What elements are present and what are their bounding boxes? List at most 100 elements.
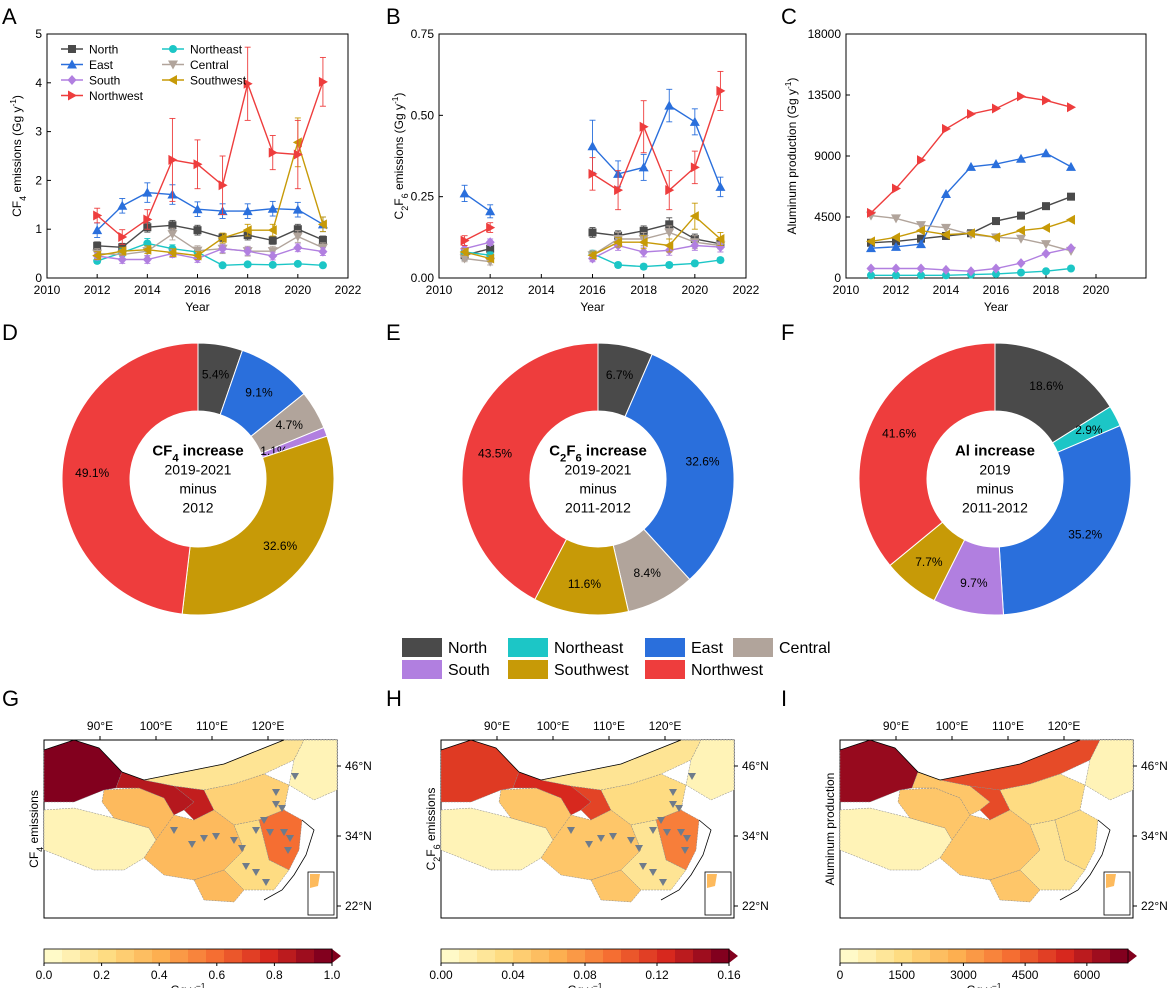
data-point [267, 203, 278, 213]
data-point [485, 253, 495, 264]
colorbar-extend-arrow [1128, 949, 1137, 963]
smelter-marker [278, 805, 286, 812]
slice-label: 2.9% [1075, 423, 1103, 437]
colorbar-tick-label: 0.8 [266, 968, 283, 982]
donut-center-line: minus [179, 481, 216, 497]
colorbar-segment [242, 949, 261, 963]
data-point [293, 242, 303, 253]
inset-land [707, 874, 717, 888]
panel-letter-e: E [386, 320, 401, 345]
data-point [1016, 153, 1026, 163]
data-point [866, 236, 875, 247]
smelter-marker [272, 789, 280, 796]
data-point [638, 162, 649, 172]
colorbar-segment [693, 949, 712, 963]
colorbar-segment [477, 949, 496, 963]
x-tick-label: 2014 [528, 283, 555, 297]
data-point [587, 141, 598, 151]
slice-label: 32.6% [263, 539, 297, 553]
map-g: 90°E 100°E 110°E 120°E 46°N 34°N 22°N CF4 emiss… [27, 719, 372, 988]
colorbar-label: Gg y−1 [967, 981, 1002, 988]
lat-tick-label: 46°N [345, 759, 372, 773]
lon-tick-label: 100°E [537, 719, 570, 733]
x-tick-label: 2010 [426, 283, 453, 297]
legend-label-northwest: Northwest [691, 662, 764, 679]
data-point [664, 100, 675, 110]
data-point [192, 250, 202, 261]
colorbar-segment [567, 949, 586, 963]
lat-tick-label: 22°N [1141, 899, 1168, 913]
legend-label-east: East [691, 640, 724, 657]
x-axis-label: Year [580, 300, 604, 314]
donut-chart-d: 5.4%9.1%4.7%1.1%32.6%49.1%CF4 increase20… [61, 342, 335, 616]
lat-tick-label: 34°N [742, 829, 769, 843]
colorbar-tick-label: 4500 [1012, 968, 1039, 982]
series-southwest [459, 202, 725, 264]
slice-east [998, 424, 1132, 616]
x-axis-label: Year [185, 300, 209, 314]
x-tick-label: 2014 [134, 283, 161, 297]
smelter-marker [659, 879, 667, 886]
colorbar-segment [513, 949, 532, 963]
data-point [941, 229, 950, 240]
colorbar-tick-label: 0 [837, 968, 844, 982]
legend-label: Northeast [190, 43, 243, 57]
series-line [97, 233, 324, 256]
legend-swatch-south [402, 660, 442, 679]
data-point [690, 162, 700, 173]
colorbar-segment [912, 949, 931, 963]
slice-label: 41.6% [882, 427, 916, 441]
data-point [268, 147, 278, 158]
colorbar-segment [585, 949, 604, 963]
data-point [292, 137, 302, 148]
colorbar-segment [930, 949, 949, 963]
legend-label-southwest: Southwest [554, 662, 629, 679]
colorbar-segment [621, 949, 640, 963]
smelter-marker [635, 845, 643, 852]
smelter-marker [585, 841, 593, 848]
data-point [613, 237, 623, 248]
lon-tick-label: 100°E [140, 719, 173, 733]
data-point [690, 240, 700, 251]
lat-tick-label: 22°N [742, 899, 769, 913]
data-point [192, 204, 203, 214]
y-tick-label: 1 [35, 222, 42, 236]
x-tick-label: 2016 [983, 283, 1010, 297]
slice-label: 11.6% [568, 577, 601, 591]
data-point [318, 76, 328, 87]
data-point [1067, 264, 1075, 273]
data-point [93, 210, 103, 221]
smelter-marker [627, 837, 635, 844]
map-i: 90°E 100°E 110°E 120°E 46°N 34°N 22°N Aluminum … [823, 719, 1168, 988]
data-point [916, 263, 926, 274]
colorbar-segment [62, 949, 81, 963]
colorbar-segment [224, 949, 243, 963]
map-area [911, 771, 991, 816]
lon-tick-label: 120°E [1048, 719, 1081, 733]
smelter-marker [567, 827, 575, 834]
data-point [867, 207, 876, 218]
data-point [268, 251, 278, 262]
data-point [689, 116, 700, 126]
data-point [117, 254, 127, 265]
colorbar-segment [711, 949, 730, 963]
colorbar-segment [314, 949, 333, 963]
donut-center-title: CF4 increase [152, 443, 243, 465]
x-tick-label: 2016 [184, 283, 211, 297]
y-tick-label: 5 [35, 27, 42, 41]
y-axis-label: Aluminum production (Gg y-1) [783, 78, 799, 235]
smelter-marker [230, 837, 238, 844]
data-point [664, 228, 675, 238]
data-point [715, 242, 725, 253]
data-point [715, 233, 725, 244]
colorbar-segment [894, 949, 913, 963]
data-point [966, 228, 975, 239]
colorbar-tick-label: 0.2 [93, 968, 110, 982]
smelter-marker [669, 801, 677, 808]
data-point [293, 259, 302, 268]
colorbar-segment [876, 949, 895, 963]
smelter-marker [272, 801, 280, 808]
colorbar-segment [152, 949, 171, 963]
data-point [486, 244, 495, 253]
data-point [917, 271, 925, 280]
